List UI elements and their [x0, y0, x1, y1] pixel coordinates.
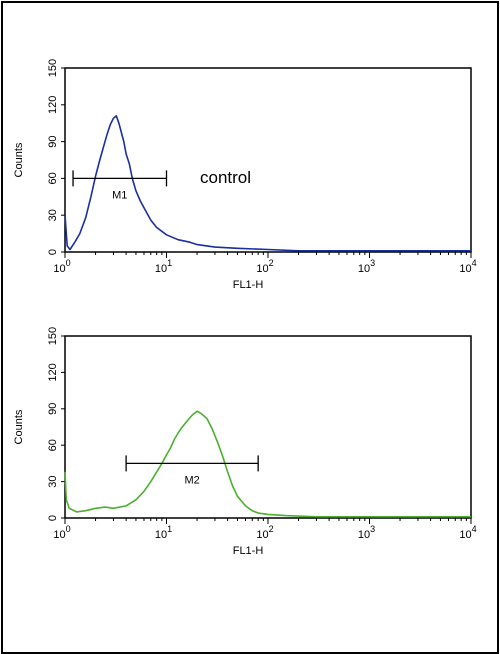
x-tick-exponent: 2 [269, 524, 274, 534]
x-tick-label: 104 [459, 524, 476, 541]
x-tick-base: 10 [155, 263, 167, 275]
x-tick-exponent: 1 [167, 524, 172, 534]
y-tick-label: 90 [47, 135, 59, 147]
x-tick-base: 10 [358, 263, 370, 275]
x-tick-base: 10 [358, 529, 370, 541]
x-tick-label: 101 [155, 524, 172, 541]
x-tick-base: 10 [256, 529, 268, 541]
marker-label: M1 [112, 189, 127, 201]
x-tick-exponent: 0 [66, 524, 71, 534]
y-axis-label: Counts [13, 142, 25, 177]
x-tick-exponent: 3 [370, 524, 375, 534]
y-tick-label: 120 [47, 363, 59, 381]
plot-area-border [64, 67, 472, 253]
x-tick-label: 100 [53, 524, 70, 541]
x-tick-exponent: 1 [167, 258, 172, 268]
x-tick-label: 102 [256, 524, 273, 541]
y-tick-label: 60 [47, 172, 59, 184]
y-tick-label: 60 [47, 439, 59, 451]
x-tick-label: 103 [358, 524, 375, 541]
x-tick-label: 103 [358, 258, 375, 275]
annotation-label: control [200, 168, 251, 187]
y-tick-label: 120 [47, 96, 59, 114]
x-tick-label: 104 [459, 258, 476, 275]
x-tick-label: 102 [256, 258, 273, 275]
x-tick-exponent: 3 [370, 258, 375, 268]
x-tick-base: 10 [256, 263, 268, 275]
y-tick-label: 0 [47, 515, 59, 521]
x-tick-base: 10 [53, 263, 65, 275]
y-tick-label: 30 [47, 209, 59, 221]
x-axis-label: FL1-H [233, 279, 264, 291]
y-tick-label: 90 [47, 403, 59, 415]
x-tick-exponent: 0 [66, 258, 71, 268]
marker-label: M2 [184, 474, 199, 486]
x-tick-exponent: 4 [472, 524, 477, 534]
y-tick-label: 150 [47, 327, 59, 345]
x-tick-base: 10 [459, 529, 471, 541]
y-axis-label: Counts [13, 409, 25, 444]
x-tick-exponent: 4 [472, 258, 477, 268]
histogram-series-1 [64, 410, 471, 518]
y-tick-label: 150 [47, 59, 59, 77]
x-tick-label: 100 [53, 258, 70, 275]
y-tick-label: 30 [47, 475, 59, 487]
y-tick-label: 0 [47, 249, 59, 255]
x-tick-label: 101 [155, 258, 172, 275]
x-axis-label: FL1-H [233, 545, 264, 557]
x-tick-base: 10 [459, 263, 471, 275]
histogram-series-1 [64, 115, 471, 252]
x-tick-base: 10 [155, 529, 167, 541]
x-tick-base: 10 [53, 529, 65, 541]
plot-area-border [64, 335, 472, 519]
x-tick-exponent: 2 [269, 258, 274, 268]
